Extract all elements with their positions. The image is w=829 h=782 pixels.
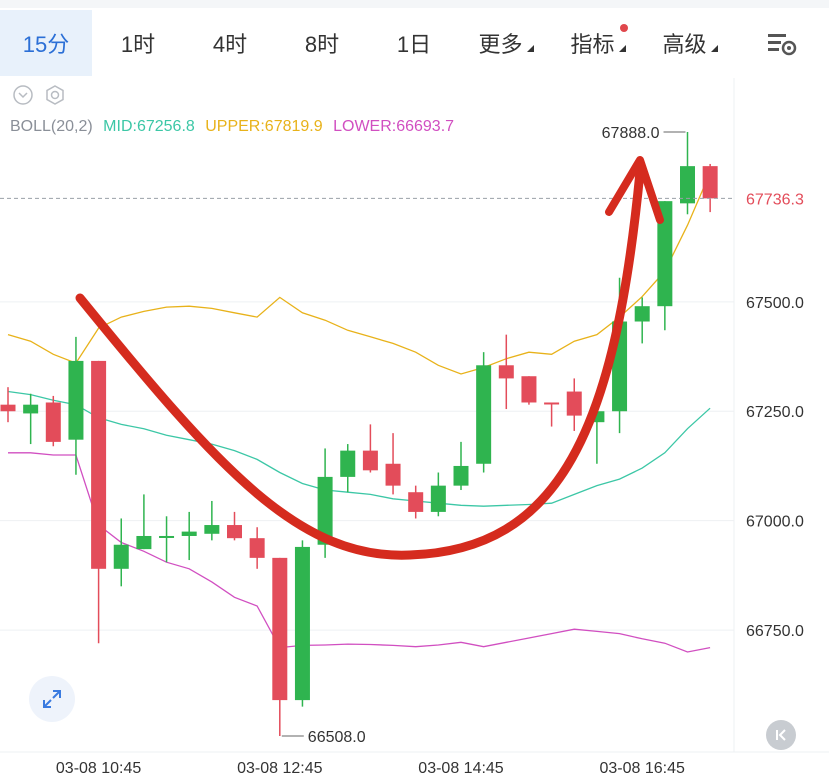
candle-body[interactable]	[702, 166, 718, 199]
dropdown-triangle-icon	[526, 44, 534, 52]
candle-body[interactable]	[544, 402, 560, 405]
timeframe-tabbar: 15分 1时 4时 8时 1日 更多 指标 高级	[0, 0, 829, 78]
candle-body[interactable]	[181, 531, 197, 536]
tab-1d[interactable]: 1日	[368, 10, 460, 76]
tab-1d-label: 1日	[396, 32, 432, 57]
candle-body[interactable]	[408, 492, 424, 512]
dropdown-triangle-icon	[710, 44, 718, 52]
candle-body[interactable]	[657, 201, 673, 307]
tab-15m-label: 15分	[22, 32, 70, 57]
x-tick-label: 03-08 10:45	[56, 760, 142, 777]
tab-8h-label: 8时	[304, 32, 340, 57]
candle-body[interactable]	[23, 404, 39, 414]
candle-body[interactable]	[362, 450, 378, 471]
boll-upper: UPPER:67819.9	[205, 118, 323, 135]
boll-upper-line	[7, 172, 711, 375]
candle-body[interactable]	[589, 411, 605, 423]
candle-body[interactable]	[453, 465, 469, 486]
tab-advanced[interactable]: 高级	[644, 10, 736, 76]
expand-icon	[43, 690, 61, 708]
boll-mid: MID:67256.8	[103, 118, 195, 135]
tab-advanced-label: 高级	[662, 32, 707, 57]
x-tick-label: 03-08 14:45	[418, 760, 504, 777]
boll-name: BOLL(20,2)	[10, 118, 93, 135]
candle-body[interactable]	[272, 557, 288, 701]
chart-tool-icons	[12, 84, 66, 106]
candle-body[interactable]	[634, 306, 650, 322]
candle-body[interactable]	[476, 365, 492, 464]
tab-15m[interactable]: 15分	[0, 10, 92, 76]
tab-1h-label: 1时	[120, 32, 156, 57]
status-strip	[0, 0, 829, 8]
chart-settings-icon[interactable]	[766, 30, 798, 58]
candle-body[interactable]	[91, 360, 107, 569]
candle-body[interactable]	[385, 463, 401, 486]
candle-body[interactable]	[521, 376, 537, 403]
y-tick-label: 67500.0	[746, 295, 804, 312]
x-tick-label: 03-08 16:45	[599, 760, 685, 777]
candle-body[interactable]	[498, 365, 514, 379]
candle-body[interactable]	[204, 525, 220, 534]
y-tick-label: 67250.0	[746, 404, 804, 421]
boll-lower: LOWER:66693.7	[333, 118, 455, 135]
candle-body[interactable]	[68, 360, 84, 440]
tab-4h-label: 4时	[212, 32, 248, 57]
annotation-arrow-head	[605, 156, 664, 224]
back-to-latest-button[interactable]	[766, 720, 796, 750]
candle-body[interactable]	[340, 450, 356, 477]
tab-1h[interactable]: 1时	[92, 10, 184, 76]
annotation-arrow-curve	[75, 167, 645, 560]
candle-body[interactable]	[113, 544, 129, 569]
candle-body[interactable]	[294, 546, 310, 701]
candle-body[interactable]	[317, 476, 333, 545]
low-price-label: 66508.0	[308, 729, 366, 746]
candle-body[interactable]	[680, 166, 695, 204]
candle-body[interactable]	[566, 391, 582, 416]
back-to-latest-icon	[776, 729, 786, 741]
candle-body[interactable]	[159, 535, 175, 538]
boll-mid-line	[7, 390, 711, 507]
dropdown-triangle-icon	[618, 44, 626, 52]
high-price-label: 67888.0	[602, 125, 660, 142]
boll-lower-line	[8, 452, 711, 653]
expand-button[interactable]	[29, 676, 75, 722]
settings-gear-icon[interactable]	[44, 84, 66, 106]
notification-dot	[620, 24, 628, 32]
candle-body[interactable]	[227, 525, 242, 539]
y-tick-label: 67000.0	[746, 514, 804, 531]
tab-8h[interactable]: 8时	[276, 10, 368, 76]
candle-body[interactable]	[0, 404, 16, 412]
tab-indicators[interactable]: 指标	[552, 10, 644, 76]
candle-body[interactable]	[45, 402, 61, 442]
collapse-icon[interactable]	[12, 84, 34, 106]
candle-body[interactable]	[249, 538, 265, 558]
tab-more-label: 更多	[478, 32, 523, 57]
tab-indicators-label: 指标	[570, 32, 615, 57]
y-tick-label: 66750.0	[746, 623, 804, 640]
x-tick-label: 03-08 12:45	[237, 760, 323, 777]
current-price-label: 67736.3	[746, 191, 804, 208]
candlestick-chart[interactable]: 67500.0 67250.0 67000.0 66750.0 03-08 10:45 0…	[0, 78, 829, 782]
candle-body[interactable]	[430, 485, 446, 512]
tab-4h[interactable]: 4时	[184, 10, 276, 76]
boll-indicator-legend: BOLL(20,2) MID:67256.8 UPPER:67819.9 LOW…	[10, 118, 460, 136]
candle-body[interactable]	[136, 535, 152, 550]
tab-more[interactable]: 更多	[460, 10, 552, 76]
